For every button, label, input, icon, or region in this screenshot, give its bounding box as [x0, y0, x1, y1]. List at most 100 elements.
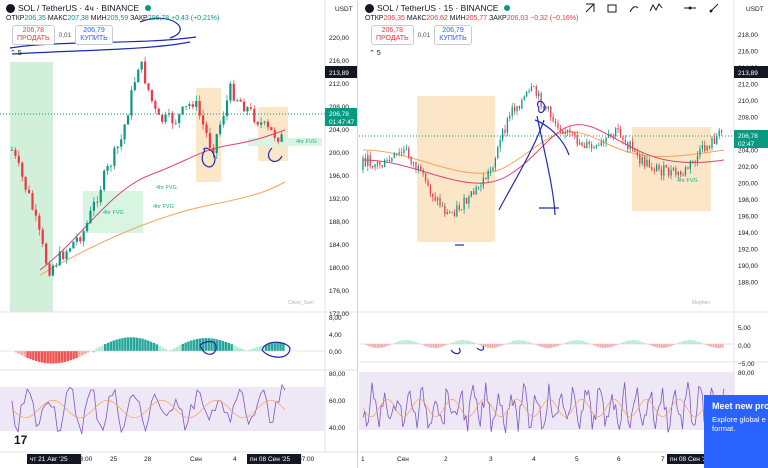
indicators-toggle[interactable]: ⌃ 5 — [10, 50, 22, 57]
drawing-toolbar — [580, 0, 730, 16]
candle — [605, 137, 607, 143]
trade-buttons: 206,78 ПРОДАТЬ 0,01 206,79 КУПИТЬ — [371, 25, 472, 45]
candle — [535, 86, 537, 96]
macd-axis-label: 5,00 — [738, 325, 751, 332]
macd-bar — [224, 341, 228, 351]
path-tool-icon[interactable] — [624, 0, 644, 16]
macd-bar — [75, 351, 78, 359]
candle — [526, 91, 528, 97]
price-axis-label: 218,00 — [738, 32, 758, 39]
symbol-title[interactable]: SOL / TetherUS · 4ч · BINANCE — [18, 3, 140, 13]
candle — [552, 117, 554, 122]
candle — [198, 100, 201, 116]
macd-bar — [112, 340, 116, 351]
candle — [448, 212, 451, 214]
macd-bar — [444, 344, 447, 346]
macd-bar — [441, 344, 444, 347]
macd-bar — [568, 341, 571, 344]
macd-bar — [383, 344, 386, 348]
candle — [687, 167, 689, 169]
candle — [610, 133, 612, 136]
brush-tool-icon[interactable] — [602, 0, 622, 16]
macd-bar — [428, 344, 431, 348]
price-axis-label: 188,00 — [329, 219, 349, 226]
candle — [468, 196, 470, 204]
macd-bar — [432, 344, 435, 348]
macd-bar — [566, 342, 568, 344]
candle — [21, 162, 24, 177]
macd-bar — [403, 340, 406, 344]
macd-axis-label: 8,00 — [329, 315, 342, 322]
candle — [590, 144, 593, 149]
candle — [487, 171, 489, 180]
candle — [720, 130, 723, 133]
candle — [225, 100, 229, 117]
rsi-axis-label: 60,00 — [329, 398, 346, 405]
macd-bar — [66, 351, 70, 362]
time-axis-label: 25 — [110, 456, 118, 463]
rsi-band — [359, 386, 734, 430]
candle — [518, 106, 521, 109]
macd-bar — [651, 344, 654, 347]
macd-axis-label: −5,00 — [738, 361, 755, 368]
macd-bar — [155, 344, 159, 351]
ray-tool-icon[interactable] — [704, 0, 724, 16]
pattern-tool-icon[interactable] — [646, 0, 666, 16]
buy-button[interactable]: 206,79 КУПИТЬ — [434, 25, 472, 45]
price-axis-label: 190,00 — [738, 263, 758, 270]
moving-average-line — [39, 129, 286, 271]
macd-bar — [572, 340, 575, 344]
macd-bar — [719, 344, 722, 348]
macd-bar — [559, 344, 562, 345]
macd-bar — [676, 343, 679, 344]
macd-bar — [579, 340, 582, 344]
macd-bar — [701, 343, 704, 344]
candle — [403, 149, 405, 153]
tradingview-logo-icon[interactable]: 17 — [14, 433, 28, 447]
macd-bar — [611, 344, 614, 347]
chart-15m-canvas[interactable]: 218,00216,00214,00212,00210,00208,00206,… — [359, 0, 768, 468]
macd-bar — [46, 351, 49, 364]
candle — [615, 128, 617, 136]
macd-bar — [213, 338, 216, 351]
candle — [65, 251, 68, 260]
promo-toast[interactable]: Meet new pro Explore global e format. — [704, 395, 768, 468]
candle — [386, 160, 388, 161]
indicators-toggle[interactable]: ⌃ 5 — [369, 50, 381, 57]
candle — [384, 160, 386, 168]
chart-4h-canvas[interactable]: 220,00 216,00 212,00 208,00 204,00 200,00 196,… — [0, 0, 357, 468]
macd-bar — [489, 344, 492, 348]
candle — [34, 209, 37, 216]
rectangle-tool-icon[interactable] — [580, 0, 600, 16]
sell-button[interactable]: 206,78 ПРОДАТЬ — [371, 25, 414, 45]
price-tag-high — [325, 66, 357, 78]
horizontal-line-tool-icon[interactable] — [680, 0, 700, 16]
chart-panel-4h[interactable]: 220,00 216,00 212,00 208,00 204,00 200,00 196,… — [0, 0, 358, 468]
macd-bar — [622, 342, 625, 344]
candle — [195, 100, 198, 107]
macd-bar — [250, 349, 253, 351]
buy-button[interactable]: 206,79 КУПИТЬ — [75, 25, 113, 45]
symbol-title[interactable]: SOL / TetherUS · 15 · BINANCE — [377, 3, 499, 13]
macd-axis-label: 0,00 — [329, 349, 342, 356]
candle — [106, 166, 109, 171]
macd-bar — [181, 343, 185, 351]
sell-button[interactable]: 206,78 ПРОДАТЬ — [12, 25, 55, 45]
macd-bar — [473, 342, 476, 344]
macd-bar — [201, 338, 205, 351]
rsi-line — [362, 382, 725, 433]
macd-bar — [575, 340, 577, 344]
macd-bar — [172, 348, 176, 351]
candle — [89, 210, 92, 224]
fvg-label: 4hr FVG — [677, 178, 698, 184]
trade-buttons: 206,78 ПРОДАТЬ 0,01 206,79 КУПИТЬ — [12, 25, 113, 45]
fvg-label: 4hr FVG — [156, 185, 177, 191]
chart-panel-15m[interactable]: 218,00216,00214,00212,00210,00208,00206,… — [359, 0, 768, 468]
macd-bar — [471, 341, 474, 344]
macd-bar — [417, 342, 420, 344]
candle — [150, 89, 154, 102]
macd-bar — [672, 344, 674, 346]
macd-bar — [663, 344, 665, 348]
candle — [475, 187, 477, 195]
hand-annotation — [199, 340, 217, 355]
